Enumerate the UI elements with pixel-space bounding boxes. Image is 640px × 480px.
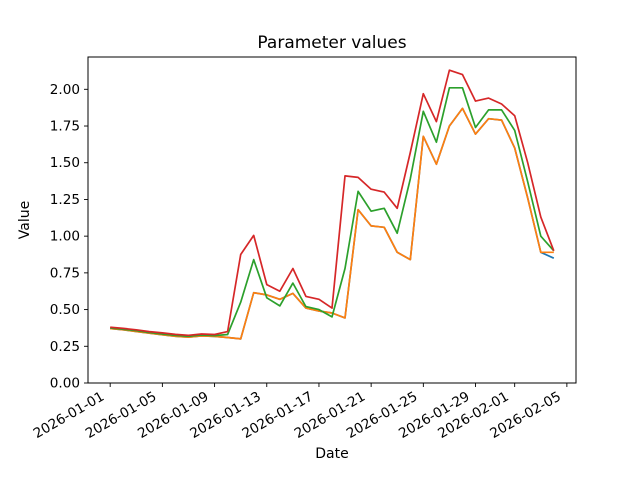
x-axis-label: Date (315, 446, 349, 462)
chart-title: Parameter values (257, 33, 407, 53)
y-tick-label: 2.00 (50, 82, 80, 98)
series-red-line (110, 69, 555, 337)
y-axis-label: Value (17, 200, 33, 240)
y-tick-label: 0.00 (50, 376, 80, 392)
y-tick-label: 1.50 (50, 155, 80, 171)
y-tick-label: 0.50 (50, 302, 80, 318)
y-tick-label: 0.75 (50, 265, 80, 281)
y-tick-label: 1.00 (50, 229, 80, 245)
series-green-line (110, 86, 555, 338)
series-orange-line (110, 107, 554, 340)
plot-border (87, 56, 577, 384)
y-tick-label: 1.75 (50, 119, 80, 135)
y-tick-label: 0.25 (50, 339, 80, 355)
y-tick-label: 1.25 (50, 192, 80, 208)
